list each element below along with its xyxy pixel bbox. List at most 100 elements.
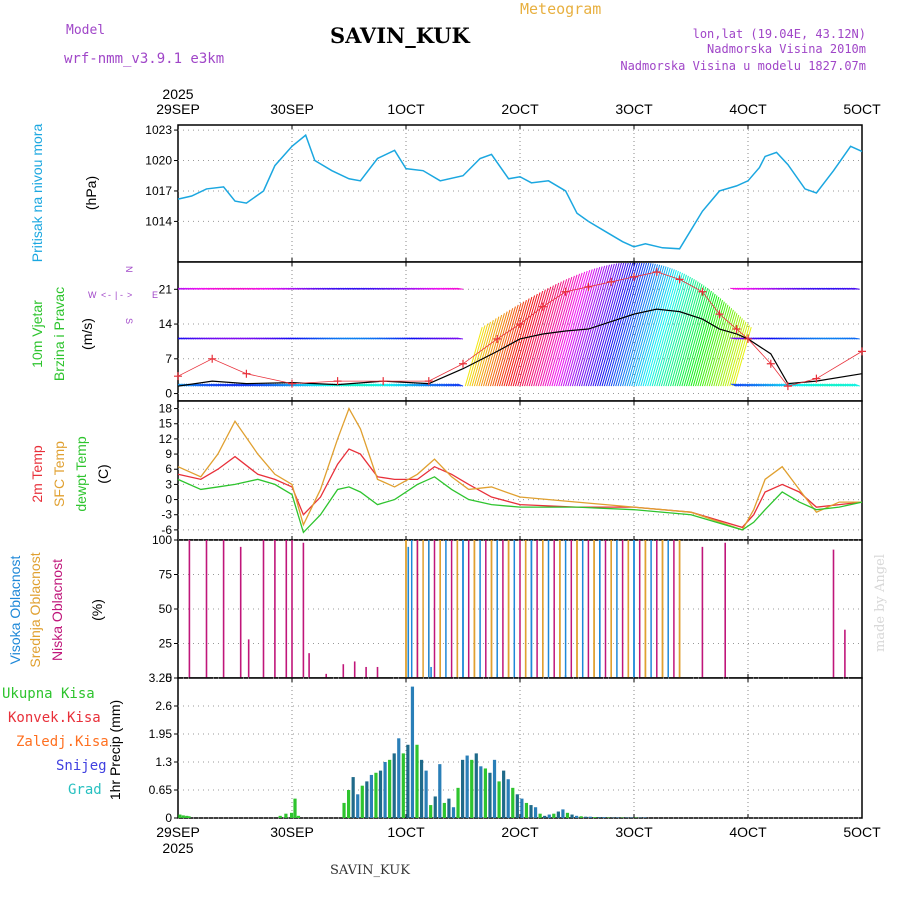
wind-barb [204,383,211,387]
wind-barb [672,284,703,387]
time-label-top: 5OCT [843,101,881,117]
wind-barb [649,272,683,387]
wind-barb [277,383,284,387]
wind-barb [769,383,776,387]
precip-bar [575,815,579,818]
wind-barb [735,383,742,387]
wind-barb [651,273,685,387]
wind-barb [233,383,240,387]
wind-barb [299,383,306,387]
wind-barb [206,383,213,387]
wind-barb [729,323,749,387]
wind-barb [375,383,382,387]
precip-bar [520,798,524,818]
precip-bar [552,813,556,818]
precip-bar [410,686,415,818]
y-tick-label: -3 [161,508,172,522]
precip-bar [465,755,469,818]
wind-barb [456,337,464,340]
precip-bar [278,815,282,818]
wind-barb [715,313,738,387]
wind-barb [560,268,596,387]
wind-barb [760,383,767,387]
wind-barb [365,383,372,387]
y-tick-label: 1014 [145,214,172,228]
compass-gt: > [127,290,132,300]
y-tick-label: 21 [159,282,173,296]
wind-barb [815,383,822,387]
precip-legend-item: Grad [68,782,102,798]
wind-barb [658,276,691,387]
wind-barb [746,383,753,387]
wind-barb [489,308,514,387]
time-label-bottom: 1OCT [387,824,425,840]
precip-bar [397,738,401,818]
wind-barb [601,263,638,387]
precip-bar [296,815,301,818]
wind-barb [302,383,309,387]
wind-barb [633,267,669,387]
wind-barb [644,270,679,387]
precip-bar [502,770,506,818]
y-tick-label: 50 [159,602,173,616]
precip-bar [556,811,560,818]
precip-bar [369,774,373,818]
wind-barb [510,293,538,387]
wind-barb [473,320,494,387]
wind-barb [521,286,552,387]
y-tick-label: 2.6 [155,699,172,713]
wind-barb [256,383,263,387]
coords: lon,lat (19.04E, 43.12N) [693,27,866,41]
credit: made by Angel [873,554,888,652]
wind-barb [701,303,727,387]
compass-dash: - [108,290,111,300]
time-label-top: 29SEP [156,101,200,117]
wind-barb [454,383,461,387]
y-tick-label: 100 [152,533,172,547]
precip-bar [378,770,383,818]
wind-barb [418,383,425,387]
wind-barb [592,263,629,387]
wind-barb [776,383,783,387]
gust-marker [174,372,182,381]
precip-bar [447,798,451,818]
wind-barb [810,383,817,387]
precip-bar [538,813,542,818]
wind-unit: (m/s) [79,318,95,350]
wind-barb [469,323,489,387]
precip-bar [347,790,351,818]
wind-barb [695,298,722,387]
wind-barb [450,383,457,387]
wind-barb [551,271,586,387]
precip-bar [483,768,487,818]
wind-barb [476,318,497,387]
wind-barb [660,277,693,387]
wind-barb [528,282,560,387]
wind-barb [178,385,179,387]
precip-bar [342,802,346,818]
panels: 1014101710201023071421-6-303691215180255… [2,86,881,856]
wind-barb [683,290,712,387]
wind-barb [436,383,443,387]
wind-barb [485,311,508,387]
wind-barb [368,383,375,387]
panel-pressure: 1014 1017 1020 1023 [145,123,863,263]
wind-barb [753,383,760,387]
wind-barb [229,383,236,387]
time-label-bottom: 30SEP [270,824,314,840]
precip-bar [492,759,497,818]
wind-barb [391,383,398,387]
wind-barb [540,276,573,387]
wind-barb [758,383,765,387]
wind-barb [569,265,606,387]
y-tick-label: 1.95 [149,727,173,741]
wind-barb [617,263,654,387]
wind-barb [524,285,554,387]
wind-barb [612,263,650,387]
wind-barb [429,383,436,387]
wind-barb [576,264,613,387]
wind-barb [610,263,648,387]
wind-barb [565,267,601,387]
precip-legend-item: Snijeg [56,758,107,774]
